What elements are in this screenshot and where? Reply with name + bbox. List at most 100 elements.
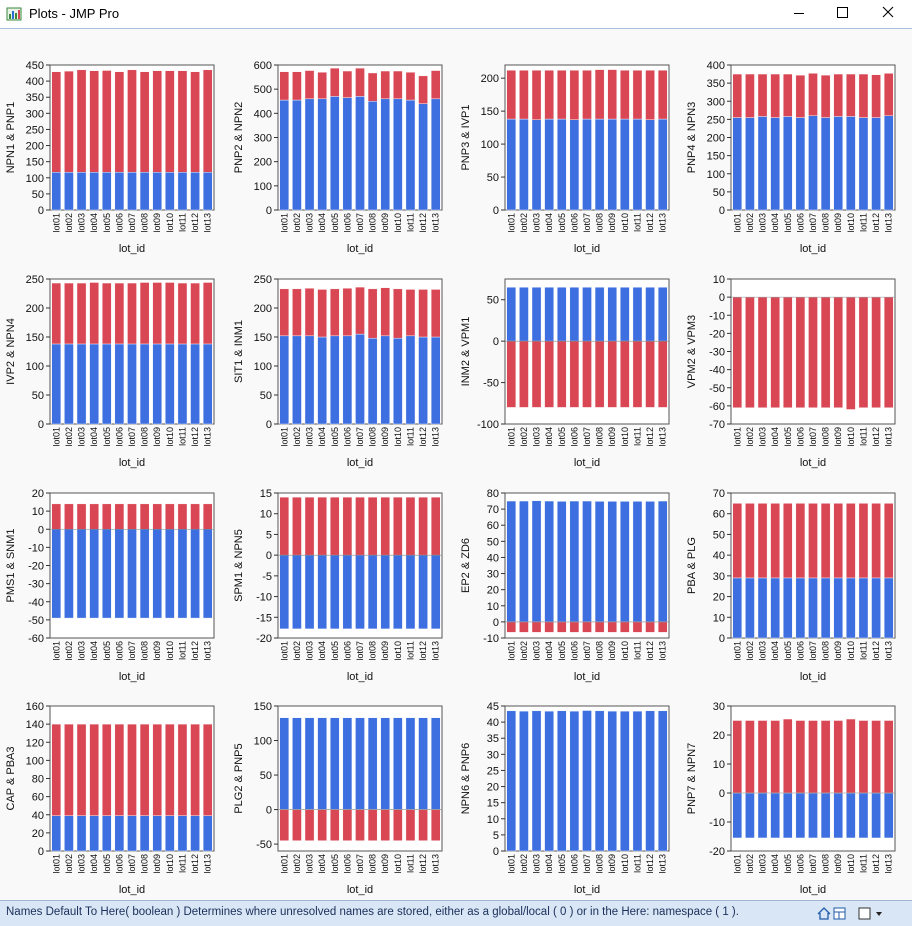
bar-segment <box>114 503 125 530</box>
y-tick-label: 0 <box>266 805 272 817</box>
x-tick-label: lot04 <box>770 641 780 661</box>
bar-segment <box>418 809 428 841</box>
x-tick-label: lot07 <box>127 641 137 661</box>
bar-segment <box>833 73 843 117</box>
y-tick-label: 200 <box>26 303 44 315</box>
bar-segment <box>279 554 290 630</box>
bar-segment <box>380 98 390 211</box>
bar-segment <box>165 172 175 211</box>
x-tick-label: lot01 <box>51 427 61 447</box>
bar-segment <box>367 101 378 211</box>
bar-segment <box>858 792 869 839</box>
bar-segment <box>430 717 441 810</box>
bar-segment <box>745 117 755 211</box>
bar-segment <box>330 288 340 337</box>
bar-segment <box>152 70 162 173</box>
bar-segment <box>64 343 74 425</box>
bar-segment <box>833 116 843 211</box>
bar-segment <box>64 282 74 345</box>
bar-segment <box>114 815 125 852</box>
bar-segment <box>871 117 881 211</box>
x-tick-label: lot06 <box>114 854 124 874</box>
y-tick-label: 50 <box>260 770 272 782</box>
x-tick-label: lot01 <box>732 213 742 233</box>
x-tick-label: lot03 <box>532 641 542 661</box>
y-tick-label: 10 <box>260 509 272 521</box>
bar-segment <box>783 503 793 579</box>
x-tick-label: lot08 <box>368 641 378 661</box>
bar-segment <box>190 282 200 345</box>
bar-segment <box>858 296 869 408</box>
bar-segment <box>177 503 188 530</box>
x-tick-label: lot07 <box>808 427 818 447</box>
x-tick-label: lot09 <box>380 641 390 661</box>
x-tick-label: lot02 <box>292 641 302 661</box>
bar-segment <box>393 809 403 841</box>
y-tick-label: -20 <box>709 328 725 340</box>
x-tick-label: lot05 <box>102 427 112 447</box>
x-tick-label: lot08 <box>821 213 831 233</box>
bar-segment <box>569 621 580 633</box>
bar-segment <box>317 496 327 556</box>
bar-segment <box>202 69 213 173</box>
y-tick-label: 0 <box>38 419 44 431</box>
dropdown-arrow-icon[interactable] <box>876 912 882 916</box>
bar-segment <box>355 67 365 97</box>
bar-segment <box>506 621 517 633</box>
x-tick-label: lot11 <box>858 427 868 446</box>
bar-segment <box>127 503 137 530</box>
x-tick-label: lot11 <box>177 854 187 873</box>
bar-segment <box>304 288 315 337</box>
bar-segment <box>380 287 390 337</box>
bar-segment <box>531 710 542 852</box>
bar-segment <box>177 70 188 173</box>
bar-segment <box>342 717 353 810</box>
bar-segment <box>833 720 843 794</box>
y-tick-label: 100 <box>707 169 725 181</box>
x-tick-label: lot10 <box>846 641 856 661</box>
bar-segment <box>883 792 894 839</box>
y-tick-label: 450 <box>26 60 44 72</box>
bar-segment <box>757 73 768 117</box>
bar-segment <box>645 287 655 342</box>
bar-segment <box>620 70 630 120</box>
close-button[interactable] <box>866 0 911 28</box>
checkbox-icon[interactable] <box>858 907 871 920</box>
bar-segment <box>808 792 818 839</box>
bar-segment <box>820 296 831 408</box>
bar-segment <box>127 69 137 173</box>
bar-segment <box>833 296 843 408</box>
x-tick-label: lot05 <box>783 854 793 874</box>
y-tick-label: 70 <box>713 488 725 500</box>
x-tick-label: lot05 <box>557 641 567 661</box>
bar-segment <box>51 503 62 530</box>
bar-segment <box>202 282 213 345</box>
bar-segment <box>139 172 150 211</box>
x-tick-label: lot10 <box>620 854 630 874</box>
minimize-button[interactable] <box>776 0 821 28</box>
y-tick-label: 600 <box>254 60 272 72</box>
x-tick-label: lot01 <box>506 427 516 447</box>
layout-icon[interactable] <box>833 907 846 920</box>
y-tick-label: 60 <box>487 520 499 532</box>
bar-segment <box>418 496 428 556</box>
bar-segment <box>745 792 755 839</box>
maximize-button[interactable] <box>820 0 865 28</box>
y-tick-label: 15 <box>487 798 499 810</box>
x-tick-label: lot11 <box>177 641 187 660</box>
bar-segment <box>89 815 99 852</box>
home-icon[interactable] <box>817 907 831 920</box>
y-tick-label: 50 <box>32 189 44 201</box>
x-tick-label: lot11 <box>405 213 415 232</box>
bar-segment <box>292 809 302 841</box>
x-tick-label: lot04 <box>770 213 780 233</box>
bar-segment <box>152 815 162 852</box>
x-tick-label: lot08 <box>140 641 150 661</box>
x-tick-label: lot09 <box>607 427 617 447</box>
bar-segment <box>544 287 554 342</box>
x-tick-label: lot04 <box>89 427 99 447</box>
bar-segment <box>557 340 567 408</box>
bar-segment <box>418 554 428 630</box>
x-tick-label: lot02 <box>64 213 74 233</box>
status-bar: Names Default To Here( boolean ) Determi… <box>0 900 912 926</box>
